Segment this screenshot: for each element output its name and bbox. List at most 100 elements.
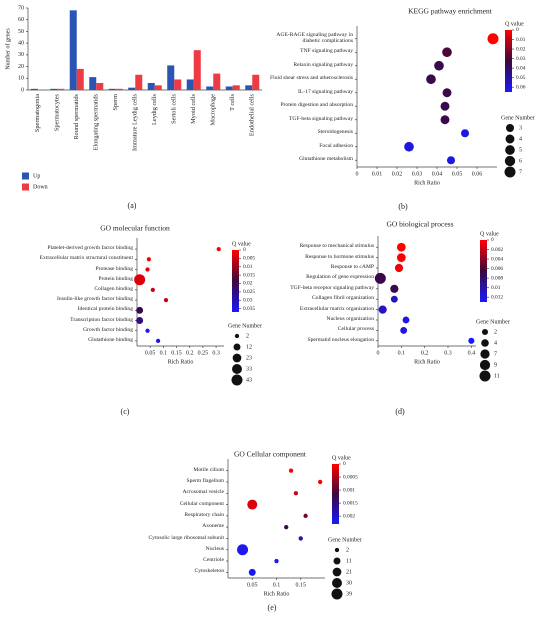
size-legend-label: 21 — [346, 569, 352, 575]
panel-label: (a) — [128, 201, 137, 210]
colorbar-tick-label: 0.012 — [491, 294, 503, 300]
y-tick-label: 20 — [18, 64, 24, 70]
bar — [186, 79, 194, 90]
category-label: Extracellular matrix structural constitu… — [39, 255, 133, 262]
colorbar-title: Q value — [232, 241, 251, 247]
category-label-box: Growth factor binding — [82, 326, 133, 333]
dot — [394, 263, 404, 273]
category-label-box: TNF signaling pathway — [300, 48, 353, 54]
category-label: Relaxin signaling pathway — [293, 61, 353, 68]
bar — [128, 87, 136, 90]
colorbar-tick-label: 0.0015 — [343, 500, 358, 506]
panel-label: (b) — [398, 202, 408, 211]
size-legend-label: 7 — [519, 169, 522, 175]
colorbar-tick-label: 0.004 — [491, 256, 503, 262]
category-label: Cytoskeleton — [194, 568, 224, 575]
bar — [167, 65, 175, 90]
x-tick-label: 0.06 — [472, 171, 483, 177]
size-legend-dot — [481, 328, 489, 336]
colorbar-tick-label: 0.002 — [343, 513, 355, 519]
colorbar-tick-label: 0.035 — [243, 306, 255, 312]
category-label: Collagen fibril organization — [311, 295, 374, 302]
size-legend-label: 2 — [346, 547, 349, 553]
category-label: Protein binding — [98, 275, 133, 282]
category-label-box: Glutathione metabolism — [299, 156, 353, 162]
bar — [89, 77, 97, 90]
y-tick-label: 60 — [18, 17, 24, 23]
size-legend-dot — [231, 374, 243, 386]
dot — [134, 274, 146, 286]
colorbar-tick-label: 0.03 — [516, 56, 526, 62]
legend-swatch — [22, 172, 29, 180]
size-legend-label: 30 — [346, 580, 352, 586]
size-legend-dot — [504, 155, 516, 167]
size-legend-dot — [332, 567, 342, 577]
colorbar-title: Q value — [505, 21, 524, 27]
category-label-box: Motile cilium — [193, 467, 224, 473]
colorbar-tick-label: 0.01 — [491, 285, 501, 291]
dot — [426, 74, 436, 85]
bar — [30, 88, 38, 90]
category-label-box: Protein digestion and absorption — [280, 102, 353, 109]
dot — [248, 568, 256, 576]
category-label-box: Centriole — [203, 557, 224, 563]
x-tick-label: Sertoli cells — [171, 93, 178, 123]
chart-title: GO Cellular component — [234, 450, 307, 459]
category-label: Response to mechanical stimulus — [299, 243, 374, 250]
y-tick-label: 0 — [21, 87, 24, 93]
size-legend-label: 4 — [494, 340, 497, 346]
category-label-box: TGF-beta receptor signaling pathway — [290, 284, 374, 291]
legend-swatch — [22, 183, 29, 191]
y-axis-label: Number of genes — [4, 28, 11, 70]
x-tick-label: 0.1 — [160, 350, 168, 356]
y-tick-label: 10 — [18, 76, 24, 82]
category-label-box: Response to mechanical stimulus — [299, 243, 374, 250]
dot — [440, 115, 450, 125]
category-label: Transcription factor binding — [70, 316, 133, 323]
dot — [374, 272, 386, 284]
x-tick-label: Elongating spermatids — [93, 93, 100, 150]
category-label: TGF-beta receptor signaling pathway — [290, 284, 374, 291]
category-label-box: Fluid shear stress and atherosclerosis — [270, 75, 353, 81]
category-label-box: Acrosomal vesicle — [183, 489, 224, 495]
dot — [446, 156, 456, 165]
colorbar-tick-label: 0.02 — [243, 281, 253, 287]
category-label-box: Axoneme — [202, 523, 224, 529]
bar — [213, 73, 221, 90]
category-label: Identical protein binding — [77, 306, 133, 313]
category-label-box: Relaxin signaling pathway — [293, 61, 353, 68]
size-legend-label: 39 — [346, 591, 352, 597]
category-label-box: Regulation of gene expression — [306, 275, 374, 281]
dot — [216, 246, 221, 252]
size-legend-dot — [232, 353, 242, 363]
colorbar-tick-label: 0.02 — [516, 46, 526, 52]
x-tick-label: 0.25 — [198, 350, 209, 356]
panel-label: (e) — [268, 603, 277, 612]
category-label: Protein digestion and absorption — [280, 102, 353, 109]
category-label-box: Focal adhesion — [319, 143, 353, 149]
size-legend-label: 5 — [519, 147, 522, 153]
colorbar-tick-label: 0.06 — [516, 84, 526, 90]
category-label-box: Extracellular matrix organization — [300, 306, 374, 312]
category-label: AGE-RAGE signaling pathway in diabetic c… — [276, 31, 353, 44]
dot — [136, 317, 144, 324]
x-tick-label: Sperm — [112, 94, 119, 111]
chart-title: GO biological process — [386, 220, 453, 229]
x-tick-label: 0.3 — [212, 350, 220, 356]
size-legend-dot — [504, 166, 516, 178]
colorbar-tick-label: 0.001 — [343, 487, 355, 493]
legend-label: Up — [33, 173, 40, 179]
x-axis-label: Rich Ratio — [168, 359, 194, 365]
colorbar-tick-label: 0.006 — [491, 266, 503, 272]
colorbar — [480, 240, 487, 302]
x-tick-label: 0 — [377, 350, 380, 356]
bar — [154, 85, 162, 90]
category-label: Response to cAMP — [330, 264, 374, 271]
category-label: Growth factor binding — [82, 326, 133, 333]
size-legend-dot — [505, 123, 515, 133]
dot — [163, 297, 169, 303]
dot — [136, 306, 144, 314]
x-tick-label: Spermatogonia — [34, 94, 41, 132]
category-label: TGF-beta signaling pathway — [288, 115, 353, 122]
category-label: Nucleus — [205, 545, 224, 552]
